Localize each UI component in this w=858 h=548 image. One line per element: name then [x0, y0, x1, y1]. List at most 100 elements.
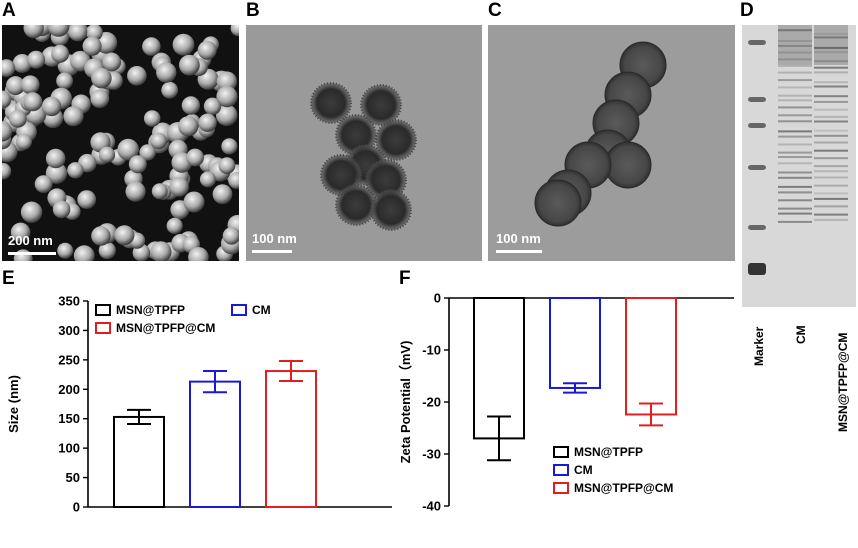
- y-tick-label: 250: [58, 352, 80, 367]
- sem-particle: [228, 172, 239, 189]
- sem-particle: [150, 132, 167, 150]
- panel-letter-f: F: [399, 268, 411, 289]
- scale-bar-b: [252, 250, 292, 253]
- sem-particle: [199, 171, 216, 188]
- sample-band: [814, 46, 848, 49]
- sample-band: [814, 100, 848, 103]
- marker-band: [748, 97, 766, 102]
- sem-particle: [15, 133, 32, 150]
- sample-band: [814, 176, 848, 179]
- y-tick-label: 300: [58, 323, 80, 338]
- y-tick-label: -20: [422, 395, 441, 410]
- legend-label: MSN@TPFP@CM: [574, 481, 673, 495]
- tem-image-b: 100 nm: [246, 25, 482, 261]
- sample-band: [778, 143, 812, 146]
- gel-lane-label-msn-tpfp-cm: MSN@TPFP@CM: [836, 332, 850, 432]
- sample-band: [778, 40, 812, 42]
- legend-label: MSN@TPFP: [116, 303, 185, 317]
- sem-particle: [161, 81, 179, 99]
- sample-band: [814, 170, 848, 173]
- sample-band: [778, 135, 812, 138]
- sem-particle: [2, 121, 13, 142]
- sample-smear: [778, 25, 812, 65]
- tem-b-particle: [320, 154, 362, 196]
- sample-band: [778, 162, 812, 165]
- bar-cm: [189, 380, 241, 508]
- sem-particle: [98, 241, 116, 260]
- legend-label: CM: [252, 303, 271, 317]
- sample-smear: [814, 25, 848, 65]
- sem-particle: [63, 106, 84, 127]
- sem-particle: [183, 191, 205, 213]
- sample-band: [778, 171, 812, 174]
- sem-particle: [67, 162, 84, 179]
- sem-particle: [51, 44, 70, 63]
- sample-band: [814, 165, 848, 168]
- panel-letter-a: A: [2, 0, 16, 21]
- y-tick-label: 100: [58, 441, 80, 456]
- sem-particle: [90, 89, 110, 109]
- tem-b-particle: [310, 82, 352, 124]
- sample-band: [814, 51, 848, 54]
- gel-image: [742, 25, 856, 307]
- sem-particle: [41, 96, 62, 117]
- sem-particle: [2, 162, 12, 180]
- sem-particle: [221, 138, 238, 155]
- y-tick-label: 150: [58, 411, 80, 426]
- sample-band: [814, 197, 848, 200]
- sem-particle: [212, 184, 233, 205]
- sem-particle: [2, 90, 12, 109]
- marker-band: [748, 225, 766, 230]
- sample-band: [778, 79, 812, 82]
- sample-band: [814, 95, 848, 98]
- sem-particle: [27, 50, 46, 69]
- bar-msn-tpfp-cm: [265, 370, 317, 509]
- sem-particle: [56, 72, 73, 90]
- sample-band: [778, 86, 812, 89]
- sem-particle: [23, 25, 44, 39]
- y-tick-label: 200: [58, 382, 80, 397]
- sem-particle: [117, 138, 139, 161]
- scale-label-b: 100 nm: [252, 231, 297, 246]
- sem-particle: [45, 162, 68, 184]
- sample-band: [814, 205, 848, 208]
- sem-particle: [23, 92, 43, 112]
- panel-letter-c: C: [488, 0, 502, 21]
- sample-band: [814, 71, 848, 74]
- sample-band: [778, 156, 812, 158]
- panel-letter-e: E: [2, 268, 15, 289]
- sem-particle: [215, 104, 238, 126]
- sem-particle: [186, 148, 205, 167]
- marker-band: [748, 40, 766, 45]
- sem-particle: [197, 40, 217, 60]
- sem-particle: [181, 96, 201, 115]
- sample-band: [814, 149, 848, 152]
- sample-band: [778, 44, 812, 47]
- sample-band: [778, 114, 812, 117]
- sem-particle: [127, 66, 147, 86]
- sample-band: [778, 51, 812, 54]
- sem-particle: [142, 37, 161, 56]
- sample-band: [778, 99, 812, 102]
- tem-b-particle: [375, 119, 417, 161]
- sem-particle: [34, 175, 53, 194]
- tem-b-particle: [370, 189, 412, 231]
- sample-band: [814, 134, 848, 137]
- sample-band: [778, 130, 812, 133]
- sem-particle: [222, 227, 239, 245]
- sample-band: [814, 141, 848, 144]
- sample-band: [814, 81, 848, 84]
- scale-label-a: 200 nm: [8, 233, 53, 248]
- sem-particle: [139, 144, 156, 161]
- tem-b-particles: [310, 82, 417, 231]
- sem-particle: [150, 241, 172, 261]
- sem-particle: [91, 67, 112, 89]
- scale-label-c: 100 nm: [496, 231, 541, 246]
- sem-particle: [91, 226, 111, 246]
- marker-band: [748, 123, 766, 128]
- sem-particle: [230, 25, 239, 37]
- legend-swatch: [553, 464, 569, 476]
- legend-label: CM: [574, 463, 593, 477]
- size-chart: 0 50 100 150 200 250 300 350 Size (nm) MSN@TPFP CM…: [6, 294, 392, 515]
- sample-band: [778, 65, 812, 67]
